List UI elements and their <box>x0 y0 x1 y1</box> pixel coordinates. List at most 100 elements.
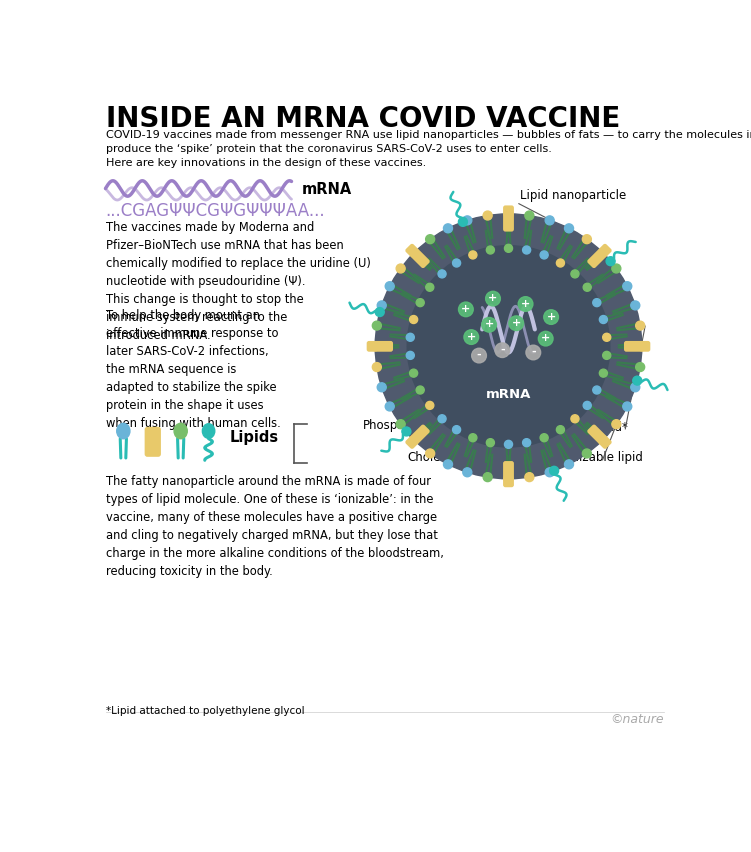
Text: Lipid nanoparticle: Lipid nanoparticle <box>520 189 626 202</box>
Circle shape <box>540 434 548 441</box>
Text: Phospholipid: Phospholipid <box>363 419 438 432</box>
Circle shape <box>504 475 513 483</box>
Circle shape <box>545 468 554 477</box>
Circle shape <box>509 316 523 331</box>
Circle shape <box>523 439 531 446</box>
Circle shape <box>416 299 424 307</box>
Circle shape <box>582 234 591 244</box>
Circle shape <box>487 246 494 254</box>
Text: To help the body mount an
effective immune response to
later SARS-CoV-2 infectio: To help the body mount an effective immu… <box>105 308 280 429</box>
Circle shape <box>377 383 386 392</box>
Circle shape <box>556 259 565 267</box>
Text: mRNA: mRNA <box>486 388 531 400</box>
Circle shape <box>599 435 608 445</box>
Text: INSIDE AN MRNA COVID VACCINE: INSIDE AN MRNA COVID VACCINE <box>105 106 620 133</box>
Ellipse shape <box>174 423 187 439</box>
Circle shape <box>571 270 579 278</box>
Circle shape <box>603 351 611 360</box>
Circle shape <box>385 282 394 291</box>
Circle shape <box>525 211 534 220</box>
Text: +: + <box>466 331 476 342</box>
Circle shape <box>623 282 632 291</box>
Text: Cholesterol: Cholesterol <box>408 452 475 464</box>
Text: ©nature: ©nature <box>611 713 665 726</box>
Circle shape <box>584 283 591 291</box>
Circle shape <box>416 386 424 394</box>
Circle shape <box>463 216 472 225</box>
Circle shape <box>469 251 477 259</box>
Circle shape <box>623 402 632 411</box>
Ellipse shape <box>116 423 130 439</box>
Ellipse shape <box>202 423 215 438</box>
Text: PEG-lipid*: PEG-lipid* <box>570 421 629 434</box>
Text: +: + <box>461 304 470 314</box>
Circle shape <box>593 386 601 394</box>
FancyBboxPatch shape <box>503 461 514 487</box>
Circle shape <box>376 308 385 317</box>
Text: +: + <box>511 318 521 328</box>
Circle shape <box>444 224 453 233</box>
Circle shape <box>407 245 610 447</box>
Circle shape <box>526 345 541 360</box>
Circle shape <box>599 248 608 257</box>
Circle shape <box>505 440 512 448</box>
Circle shape <box>463 468 472 477</box>
Circle shape <box>397 264 405 273</box>
Circle shape <box>599 315 608 324</box>
FancyBboxPatch shape <box>406 244 430 268</box>
Text: +: + <box>484 320 493 330</box>
FancyBboxPatch shape <box>406 424 430 449</box>
Circle shape <box>635 321 644 330</box>
FancyBboxPatch shape <box>587 244 612 268</box>
Text: -: - <box>531 347 535 357</box>
Circle shape <box>545 216 554 225</box>
Circle shape <box>464 330 478 344</box>
Circle shape <box>397 420 405 429</box>
FancyBboxPatch shape <box>366 341 393 352</box>
Circle shape <box>444 460 453 469</box>
Circle shape <box>486 291 500 306</box>
Circle shape <box>612 420 621 429</box>
Text: *Lipid attached to polyethylene glycol: *Lipid attached to polyethylene glycol <box>105 706 304 716</box>
Circle shape <box>376 214 642 479</box>
Circle shape <box>638 342 647 351</box>
Circle shape <box>518 296 533 311</box>
Circle shape <box>612 264 621 273</box>
Circle shape <box>426 283 434 291</box>
FancyBboxPatch shape <box>503 205 514 232</box>
Circle shape <box>472 348 487 363</box>
Circle shape <box>377 301 386 310</box>
Circle shape <box>544 310 559 325</box>
Text: +: + <box>488 293 498 303</box>
Circle shape <box>371 342 380 351</box>
Circle shape <box>631 383 640 392</box>
Circle shape <box>453 259 460 267</box>
Circle shape <box>469 434 477 441</box>
Circle shape <box>458 217 467 227</box>
Circle shape <box>426 449 435 458</box>
Text: +: + <box>541 333 550 343</box>
Circle shape <box>459 302 473 317</box>
Circle shape <box>410 248 419 257</box>
Circle shape <box>603 333 611 342</box>
Circle shape <box>599 369 608 377</box>
Circle shape <box>410 435 419 445</box>
Text: +: + <box>547 312 556 322</box>
Circle shape <box>633 376 642 385</box>
FancyBboxPatch shape <box>624 341 650 352</box>
Circle shape <box>504 210 513 218</box>
Circle shape <box>372 321 382 330</box>
Circle shape <box>505 245 512 252</box>
Circle shape <box>606 256 615 266</box>
Circle shape <box>406 351 415 360</box>
Circle shape <box>525 473 534 481</box>
Text: -: - <box>477 350 481 360</box>
Circle shape <box>406 333 415 342</box>
Circle shape <box>483 211 492 220</box>
Circle shape <box>631 301 640 310</box>
Circle shape <box>556 426 565 434</box>
Circle shape <box>385 402 394 411</box>
Circle shape <box>495 343 510 358</box>
Circle shape <box>584 401 591 410</box>
Circle shape <box>453 426 460 434</box>
